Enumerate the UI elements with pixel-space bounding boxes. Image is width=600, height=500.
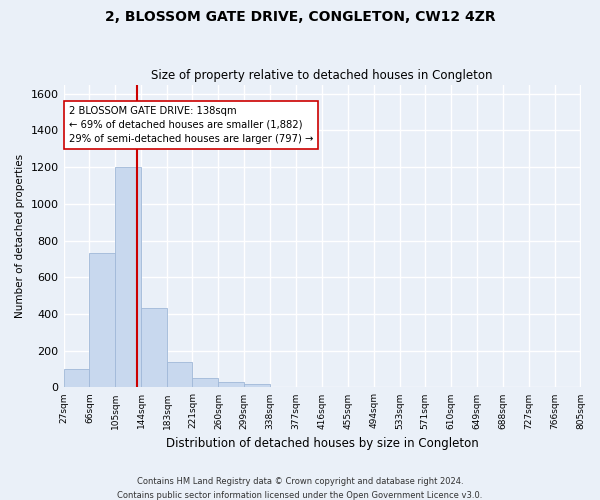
Bar [244, 384, 270, 388]
X-axis label: Distribution of detached houses by size in Congleton: Distribution of detached houses by size … [166, 437, 478, 450]
Bar [218, 382, 244, 388]
Bar [89, 254, 115, 388]
Bar [64, 369, 89, 388]
Bar [115, 167, 141, 388]
Bar [141, 308, 167, 388]
Y-axis label: Number of detached properties: Number of detached properties [15, 154, 25, 318]
Bar [193, 378, 218, 388]
Text: Contains HM Land Registry data © Crown copyright and database right 2024.
Contai: Contains HM Land Registry data © Crown c… [118, 478, 482, 500]
Bar [167, 362, 193, 388]
Text: 2 BLOSSOM GATE DRIVE: 138sqm
← 69% of detached houses are smaller (1,882)
29% of: 2 BLOSSOM GATE DRIVE: 138sqm ← 69% of de… [69, 106, 313, 144]
Title: Size of property relative to detached houses in Congleton: Size of property relative to detached ho… [151, 69, 493, 82]
Text: 2, BLOSSOM GATE DRIVE, CONGLETON, CW12 4ZR: 2, BLOSSOM GATE DRIVE, CONGLETON, CW12 4… [104, 10, 496, 24]
